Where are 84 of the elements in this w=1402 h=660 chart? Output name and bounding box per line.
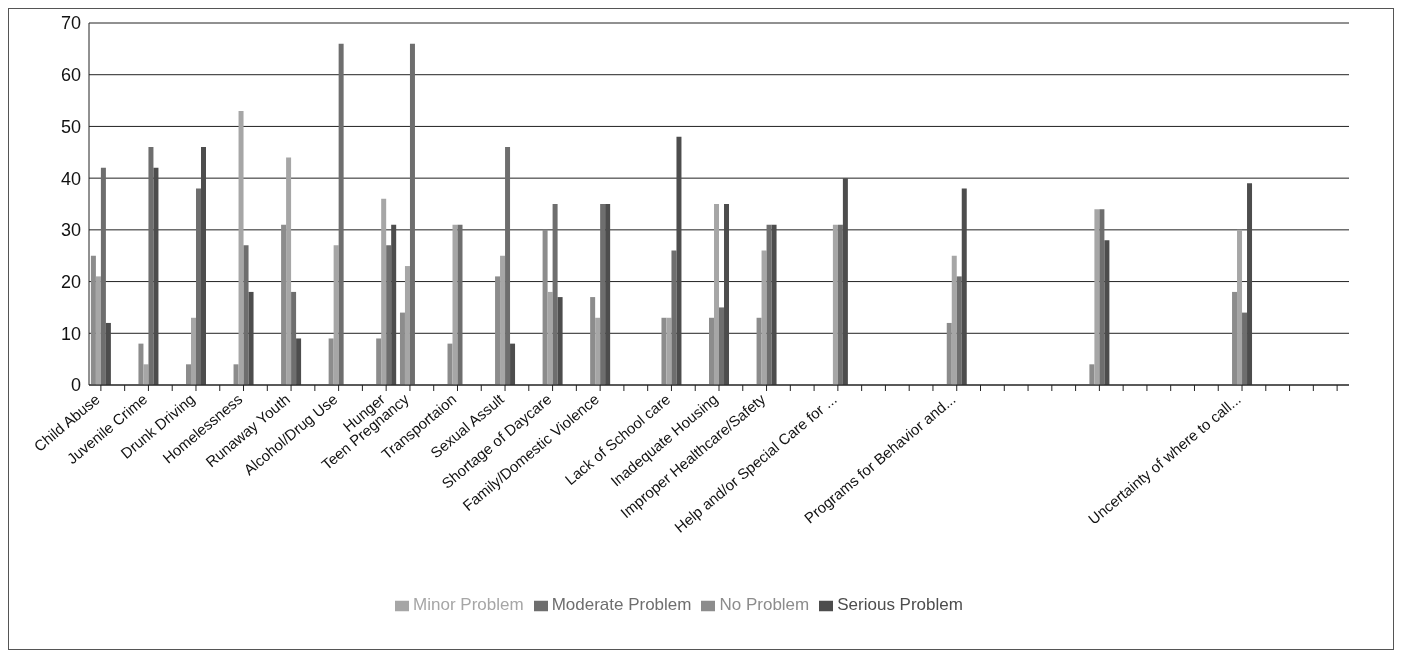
bar — [457, 224, 463, 385]
legend-label: Minor Problem — [413, 595, 524, 614]
bar — [761, 250, 767, 385]
bar — [281, 224, 287, 385]
bar — [1247, 183, 1253, 385]
bar — [153, 167, 159, 385]
bar — [1237, 229, 1243, 385]
bar — [376, 338, 382, 385]
bar — [399, 312, 405, 385]
bar — [1242, 312, 1248, 385]
bar — [196, 188, 201, 385]
bar — [338, 43, 344, 385]
y-tick-label: 60 — [60, 65, 81, 86]
bar — [201, 147, 206, 385]
bar — [956, 276, 962, 385]
bar — [90, 255, 96, 385]
bar — [671, 250, 677, 385]
y-tick-label: 50 — [60, 116, 81, 137]
bar — [756, 317, 762, 385]
bar — [191, 317, 196, 385]
bar — [505, 147, 511, 385]
bar — [238, 110, 244, 385]
bar — [951, 255, 957, 385]
bar — [1232, 291, 1238, 385]
y-tick-label: 20 — [60, 271, 81, 292]
y-tick-label: 10 — [60, 323, 81, 344]
bar — [605, 204, 611, 385]
bar — [557, 297, 563, 385]
y-tick-label: 30 — [60, 220, 81, 241]
bar — [447, 343, 453, 385]
bar — [100, 167, 106, 385]
legend-label: Serious Problem — [837, 595, 963, 614]
bar — [595, 317, 601, 385]
bar — [296, 338, 302, 385]
bar — [842, 178, 848, 385]
bar — [946, 322, 952, 385]
bar — [676, 136, 682, 385]
y-tick-label: 0 — [70, 375, 81, 396]
bar — [381, 198, 387, 385]
bar — [248, 291, 254, 385]
bar — [837, 224, 843, 385]
bar — [500, 255, 506, 385]
bar — [495, 276, 501, 385]
bar — [510, 343, 516, 385]
bar — [233, 364, 239, 385]
bar — [409, 43, 415, 385]
legend-label: No Problem — [719, 595, 810, 614]
bar — [661, 317, 667, 385]
bar — [1099, 209, 1105, 385]
bar — [724, 204, 730, 385]
bar — [291, 291, 297, 385]
legend-label: Moderate Problem — [551, 595, 692, 614]
bar — [961, 188, 967, 385]
bar — [186, 364, 191, 385]
bar — [243, 245, 249, 385]
bar — [286, 157, 292, 385]
bar — [386, 245, 392, 385]
bar — [771, 224, 777, 385]
bar — [542, 229, 548, 385]
bar — [138, 343, 144, 385]
bar — [1104, 240, 1110, 385]
y-tick-label: 70 — [60, 13, 81, 34]
bar — [333, 245, 339, 385]
y-tick-label: 40 — [60, 168, 81, 189]
bar — [600, 204, 606, 385]
bar — [1094, 209, 1100, 385]
bar — [404, 266, 410, 385]
bar — [766, 224, 772, 385]
bar — [328, 338, 334, 385]
bar — [391, 224, 397, 385]
bar — [666, 317, 672, 385]
bar — [714, 204, 720, 385]
bar — [590, 297, 596, 385]
bar — [552, 204, 558, 385]
bar — [1089, 364, 1095, 385]
bar — [148, 147, 154, 385]
bar — [143, 364, 149, 385]
bar — [709, 317, 715, 385]
bar — [547, 291, 553, 385]
bar — [105, 322, 111, 385]
bar — [95, 276, 101, 385]
bar — [719, 307, 725, 385]
bar — [832, 224, 838, 385]
bar — [452, 224, 458, 385]
